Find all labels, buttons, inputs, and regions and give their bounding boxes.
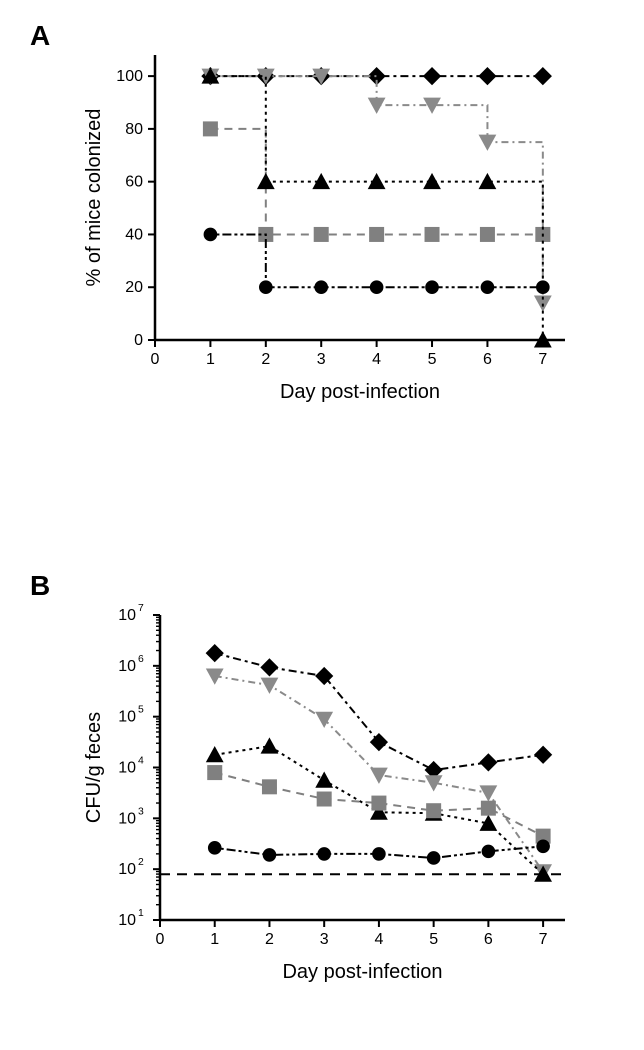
svg-text:4: 4 bbox=[138, 756, 144, 767]
svg-text:1: 1 bbox=[206, 351, 215, 368]
panel-a-label: A bbox=[30, 20, 50, 52]
svg-text:7: 7 bbox=[539, 931, 548, 948]
svg-text:4: 4 bbox=[374, 931, 383, 948]
chart-a: 0 1 2 3 4 5 6 7 0 20 40 60 80 100 Day post-infection % … bbox=[80, 40, 580, 410]
svg-text:Day post-infection: Day post-infection bbox=[280, 381, 440, 403]
svg-text:% of mice colonized: % of mice colonized bbox=[83, 109, 105, 287]
svg-text:0: 0 bbox=[156, 931, 165, 948]
svg-text:6: 6 bbox=[483, 351, 492, 368]
chart-b: 01234567101102103104105106107Day post-in… bbox=[80, 600, 580, 990]
svg-text:3: 3 bbox=[317, 351, 326, 368]
page: A 01234567020406080100Day post-infection… bbox=[0, 0, 644, 1050]
svg-text:Day post-infection: Day post-infection bbox=[282, 961, 442, 983]
svg-text:0: 0 bbox=[134, 332, 143, 349]
svg-text:5: 5 bbox=[138, 705, 144, 716]
svg-text:1: 1 bbox=[210, 931, 219, 948]
svg-text:7: 7 bbox=[538, 351, 547, 368]
svg-text:3: 3 bbox=[320, 931, 329, 948]
svg-text:6: 6 bbox=[138, 654, 144, 665]
svg-text:3: 3 bbox=[138, 806, 144, 817]
svg-text:100: 100 bbox=[116, 68, 143, 85]
svg-text:10: 10 bbox=[118, 658, 136, 675]
panel-b-label: B bbox=[30, 570, 50, 602]
chart-a-svg: 0 1 2 3 4 5 6 7 0 20 40 60 80 100 Day post-infection % … bbox=[80, 40, 580, 410]
svg-text:7: 7 bbox=[138, 603, 144, 614]
svg-text:10: 10 bbox=[118, 607, 136, 624]
svg-text:2: 2 bbox=[261, 351, 270, 368]
svg-text:4: 4 bbox=[372, 351, 381, 368]
svg-text:1: 1 bbox=[138, 908, 144, 919]
svg-text:0: 0 bbox=[151, 351, 160, 368]
svg-text:CFU/g feces: CFU/g feces bbox=[83, 712, 105, 823]
svg-text:10: 10 bbox=[118, 810, 136, 827]
svg-text:80: 80 bbox=[125, 121, 143, 138]
svg-text:2: 2 bbox=[265, 931, 274, 948]
svg-text:40: 40 bbox=[125, 226, 143, 243]
svg-text:10: 10 bbox=[118, 760, 136, 777]
chart-b-svg: 01234567101102103104105106107Day post-in… bbox=[80, 600, 580, 990]
svg-text:60: 60 bbox=[125, 174, 143, 191]
svg-text:10: 10 bbox=[118, 861, 136, 878]
svg-text:5: 5 bbox=[428, 351, 437, 368]
svg-text:10: 10 bbox=[118, 709, 136, 726]
svg-text:20: 20 bbox=[125, 279, 143, 296]
svg-text:5: 5 bbox=[429, 931, 438, 948]
svg-text:10: 10 bbox=[118, 912, 136, 929]
svg-text:6: 6 bbox=[484, 931, 493, 948]
svg-text:2: 2 bbox=[138, 857, 144, 868]
